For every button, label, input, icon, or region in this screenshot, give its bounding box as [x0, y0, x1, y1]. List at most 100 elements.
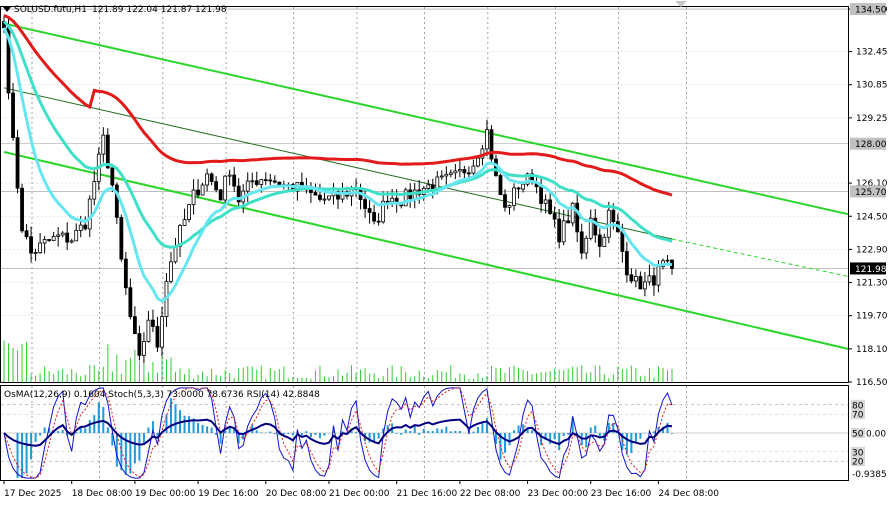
candle-body [223, 175, 228, 201]
candle-body [426, 184, 431, 189]
candle-body [643, 281, 647, 290]
candle-body [191, 189, 196, 206]
candle-body [597, 234, 602, 247]
candle-body [471, 165, 476, 174]
price-tag-label: 125.70 [855, 188, 887, 198]
candle-body [647, 275, 652, 283]
price-tick-label: 116.50 [856, 378, 888, 388]
price-tag-label: 128.00 [855, 140, 887, 150]
price-tag-box [850, 3, 886, 16]
time-tick-label: 22 Dec 08:00 [460, 489, 521, 499]
time-tick-label: 19 Dec 00:00 [135, 489, 196, 499]
candle-body [548, 199, 553, 214]
candle-body [521, 183, 525, 190]
time-tick-label: 17 Dec 2025 [4, 489, 62, 499]
candle-body [476, 157, 480, 167]
candle-body [110, 167, 115, 186]
candle-body [74, 230, 79, 242]
indicator-plot-frame [0, 385, 849, 481]
candle-body [372, 212, 377, 222]
candle-body [453, 170, 458, 174]
candle-body [214, 181, 219, 191]
candle-body [512, 187, 516, 206]
candle-body [245, 180, 250, 192]
candle-body [588, 217, 593, 239]
ma-cyan-line [2, 20, 673, 249]
indicator-tick-label: 20 [852, 458, 864, 468]
indicator-label: OsMA(12,26,9) 0.1604 Stoch(5,3,3) 73.000… [4, 390, 320, 400]
channel-upper-line [3, 22, 849, 216]
candle-body [209, 173, 214, 182]
candle-body [232, 174, 237, 187]
indicator-tag-box [851, 456, 865, 467]
candle-body [254, 180, 259, 185]
stoch-main-line [3, 387, 673, 479]
candle-body [259, 179, 264, 185]
candle-body [146, 319, 151, 342]
candle-body [602, 236, 607, 247]
candle-body [376, 220, 381, 223]
candle-body [83, 224, 88, 230]
candle-body [566, 220, 571, 224]
candle-body [444, 173, 449, 177]
candle-body [633, 276, 638, 282]
price-tick-label: 129.25 [856, 114, 888, 124]
indicator-tick-label: 70 [852, 411, 864, 421]
candle-body [624, 251, 629, 276]
candle-body [87, 198, 92, 230]
candle-body [439, 175, 444, 178]
indicator-tag-box [851, 399, 865, 410]
candle-body [336, 191, 340, 200]
channel-mid-line [3, 87, 673, 240]
candle-body [182, 219, 187, 226]
candle-body [114, 184, 119, 218]
price-axis: 134.50 132.45 130.85 129.25 126.10 124.50 122.… [848, 3, 888, 388]
candle-body [205, 173, 210, 186]
candle-body [466, 172, 471, 175]
candle-body [367, 208, 372, 213]
candle-body [557, 218, 562, 243]
candle-body [561, 220, 566, 243]
ma-red-line [3, 13, 673, 197]
candle-body [584, 237, 589, 254]
price-tag-box [850, 185, 886, 198]
ohlc-values: 121.89 122.04 121.87 121.98 [92, 5, 227, 15]
candle-body [160, 316, 164, 348]
candle-body [485, 129, 489, 150]
price-tag-box [850, 262, 886, 275]
candle-body [652, 275, 656, 286]
indicator-tag-box [851, 409, 865, 420]
price-tag-label: 121.98 [855, 265, 887, 275]
indicator-min-label: -0.9385 [852, 470, 887, 480]
candle-body [543, 199, 548, 204]
candle-body [92, 181, 97, 200]
main-plot-frame [0, 6, 849, 383]
symbol-label: SOLUSD.futu,H1 [14, 5, 87, 15]
candle-body [169, 261, 173, 282]
candle-body [498, 175, 503, 196]
candle-body [539, 186, 544, 204]
candle-body [173, 245, 178, 263]
chart-shift-marker[interactable] [675, 1, 687, 7]
candle-body [33, 252, 38, 254]
candle-body [24, 230, 29, 238]
price-tick-label: 132.45 [856, 48, 888, 58]
price-tag-box [850, 137, 886, 150]
candle-body [60, 232, 65, 236]
candlestick-series [2, 15, 674, 363]
candle-body [263, 179, 268, 182]
symbol-dropdown-icon[interactable] [3, 7, 11, 12]
candle-body [570, 202, 575, 224]
candle-body [313, 192, 318, 196]
trend-channel [3, 22, 849, 350]
indicator-tick-label: 50 [852, 430, 864, 440]
candle-body [15, 137, 20, 189]
price-tick-label: 126.10 [856, 179, 888, 189]
candle-body [142, 340, 146, 356]
candle-body [236, 185, 241, 203]
candle-body [593, 217, 598, 236]
candle-body [575, 202, 580, 233]
candle-body [20, 187, 24, 232]
